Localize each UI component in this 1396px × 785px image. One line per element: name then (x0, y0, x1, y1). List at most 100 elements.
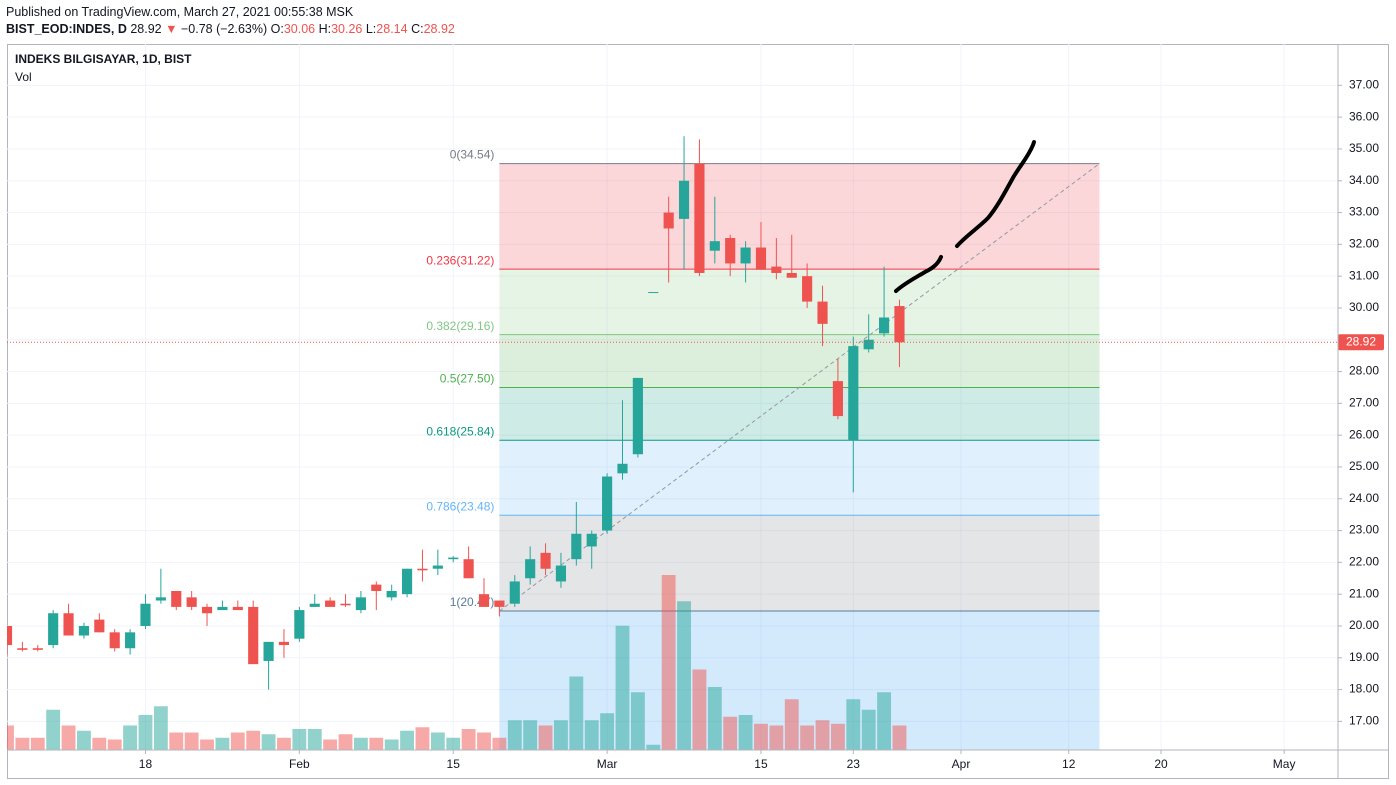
y-tick-label: 21.00 (1349, 586, 1379, 600)
ohlc: O:30.06 H:30.26 L:28.14 C:28.92 (271, 22, 455, 36)
frame (7, 44, 1389, 779)
candle-body (140, 603, 151, 626)
last-price-tag (1338, 334, 1384, 351)
candle-body (48, 613, 59, 646)
volume-bar (46, 709, 61, 750)
volume-bar (661, 575, 676, 750)
volume-bar (600, 713, 615, 750)
volume-bar (569, 676, 584, 750)
axes: 17.00 18.00 19.00 20.00 21.00 22.00 23.00 24.00… (139, 78, 1384, 771)
volume-bar (492, 737, 507, 750)
candle-body (463, 559, 474, 579)
fib-zone (499, 387, 1100, 441)
candle-body (325, 600, 336, 607)
candle-body (186, 597, 197, 607)
candle-body (709, 241, 720, 251)
ohlc-value: 28.92 (423, 22, 455, 36)
candle-body (832, 381, 843, 417)
volume-bar (261, 734, 276, 750)
volume-bar (877, 692, 891, 750)
y-tick-label: 26.00 (1349, 427, 1379, 441)
volume-bar (507, 720, 522, 750)
arrow: ▼ (165, 22, 178, 36)
x-tick-label: 23 (847, 757, 861, 771)
volume-bar (477, 732, 491, 750)
candle-body (278, 641, 290, 646)
published-line: Published on TradingView.com, March 27, … (6, 4, 455, 21)
volume-bar (123, 725, 138, 750)
y-tick-label: 31.00 (1349, 268, 1379, 282)
candle-body (878, 317, 890, 334)
candle-body (632, 377, 643, 455)
y-tick-label: 25.00 (1349, 459, 1379, 473)
candle-body (155, 597, 166, 601)
ohlc-key: L: (365, 22, 377, 36)
candle-body (663, 212, 674, 229)
y-tick-label: 22.00 (1349, 555, 1379, 569)
y-tick-label: 33.00 (1349, 205, 1379, 219)
volume-bar (15, 737, 30, 750)
candle-body (94, 619, 105, 633)
volume-bar (292, 729, 307, 750)
y-tick-label: 23.00 (1349, 523, 1379, 537)
volume-bar (338, 734, 353, 750)
x-tick-label: 12 (1062, 757, 1076, 771)
ohlc-value: 30.26 (331, 22, 363, 36)
grid (7, 44, 1338, 750)
candle-body (602, 476, 613, 531)
x-tick-label: Apr (952, 757, 971, 771)
volume-bar (107, 739, 122, 750)
candle-body (340, 603, 351, 606)
ohlc-value: 28.14 (376, 22, 408, 36)
y-tick-label: 28.00 (1349, 364, 1379, 378)
volume-title: Vol (15, 70, 32, 84)
candle-body (617, 463, 628, 474)
candle-body (386, 590, 397, 598)
y-tick-label: 20.00 (1349, 618, 1379, 632)
volume-bar (830, 723, 845, 750)
last: 28.92 (130, 22, 162, 36)
fib-zone (499, 163, 1100, 270)
candle-body (401, 568, 413, 595)
candle-body (740, 247, 751, 264)
candle-body (786, 272, 797, 278)
candle-body (725, 237, 736, 264)
volume-bar (384, 739, 399, 750)
candle-body (694, 163, 705, 273)
candle-body (432, 565, 443, 569)
volume-bar (769, 725, 784, 750)
volume-bar (169, 732, 184, 750)
volume-bar (7, 725, 14, 750)
candle-body (171, 590, 182, 607)
candle-body (509, 581, 520, 604)
volume-bar (584, 720, 599, 750)
volume-bar (61, 725, 76, 750)
candle-body (494, 600, 505, 607)
fib-label: 0.618(25.84) (426, 424, 494, 438)
volume-bar (369, 737, 384, 750)
y-tick-label: 32.00 (1349, 237, 1379, 251)
candle-body (586, 533, 597, 547)
candle-body (78, 625, 90, 636)
candle-body (263, 641, 274, 661)
candle-body (109, 632, 120, 649)
y-tick-label: 27.00 (1349, 396, 1379, 410)
ohlc-key: O: (270, 22, 284, 36)
candle-body (648, 292, 659, 294)
candle-body (294, 610, 305, 639)
candle-body (848, 346, 859, 441)
volume-bar (353, 737, 368, 750)
volume-bar (215, 737, 230, 750)
volume-bar (277, 737, 291, 750)
published: Published on TradingView.com, March 27, … (6, 5, 354, 19)
y-tick-label: 17.00 (1349, 714, 1379, 728)
candle-body (540, 552, 551, 569)
candle-body (755, 247, 767, 270)
candle-body (355, 597, 366, 611)
volume-bar (400, 730, 414, 750)
volume-bar (538, 725, 553, 750)
volume-bar (892, 725, 907, 750)
candle-body (771, 266, 782, 273)
